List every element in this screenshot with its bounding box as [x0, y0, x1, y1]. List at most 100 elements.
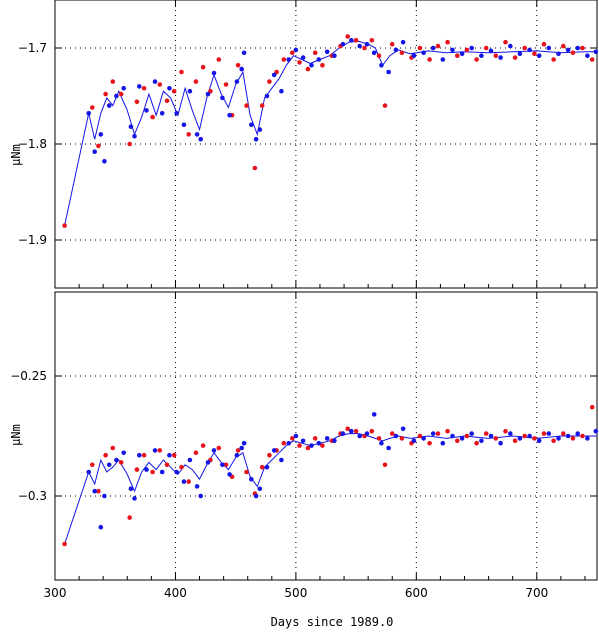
bottom-data-point [430, 431, 436, 436]
bottom-data-point [279, 457, 284, 463]
bottom-data-point [118, 460, 124, 465]
bottom-data-point [369, 428, 375, 434]
top-data-point [369, 38, 375, 43]
top-data-point [541, 41, 547, 47]
bottom-data-point [132, 496, 137, 501]
bottom-data-point [399, 436, 405, 441]
top-y-ticks: −1.9 −1.8 −1.7 [18, 41, 597, 247]
bottom-data-point [121, 450, 126, 456]
top-data-point [128, 124, 134, 129]
bottom-data-point [110, 445, 116, 451]
top-data-point [150, 114, 155, 120]
top-data-point [546, 45, 552, 51]
bottom-y-ticks: −0.3 −0.25 [10, 369, 597, 503]
top-data-point [279, 88, 284, 94]
top-smoothed-line [64, 40, 597, 226]
bottom-data-point [271, 448, 277, 453]
top-data-point [399, 50, 405, 56]
bottom-data-point [241, 440, 247, 446]
top-data-point [297, 60, 302, 65]
top-data-point [483, 45, 489, 51]
top-data-point [364, 41, 370, 47]
top-y-tick-label: −1.8 [18, 137, 47, 151]
top-data-point [187, 88, 193, 94]
bottom-data-point [259, 464, 265, 470]
top-data-point [234, 79, 240, 84]
bottom-data-point [522, 433, 527, 439]
top-data-point [227, 112, 232, 118]
top-data-point [459, 51, 465, 57]
top-data-point [171, 88, 177, 94]
bottom-data-point [546, 431, 552, 436]
top-data-point [96, 143, 101, 149]
top-data-point [241, 50, 247, 56]
top-data-point [349, 38, 354, 43]
bottom-data-point [340, 431, 346, 436]
bottom-data-point [435, 431, 441, 436]
bottom-data-point [498, 440, 503, 446]
bottom-y-tick-label: −0.3 [18, 489, 47, 503]
top-data-point [62, 223, 67, 228]
top-data-point [332, 53, 337, 58]
top-data-point [244, 103, 249, 108]
bottom-data-point [483, 431, 489, 436]
bottom-data-point [152, 448, 158, 453]
bottom-data-point [345, 426, 351, 432]
top-data-point [498, 55, 503, 60]
bottom-data-point [417, 433, 423, 439]
bottom-data-point [400, 426, 406, 432]
bottom-data-point [488, 433, 494, 439]
top-data-point [132, 134, 137, 139]
bottom-data-point [551, 438, 556, 444]
top-data-point [556, 51, 561, 57]
top-data-point [249, 122, 254, 128]
top-data-point [205, 91, 211, 97]
bottom-data-point [96, 488, 101, 494]
bottom-data-point [249, 476, 254, 482]
bottom-data-point [349, 428, 354, 434]
bottom-data-point [171, 452, 177, 458]
bottom-data-point [382, 462, 388, 468]
bottom-data-point [102, 493, 107, 499]
top-data-point [235, 63, 241, 68]
bottom-data-point [469, 431, 475, 436]
bottom-data-point [179, 464, 184, 470]
bottom-data-point [411, 438, 417, 444]
bottom-data-point [455, 438, 460, 444]
bottom-data-point [90, 462, 95, 468]
bottom-data-point [389, 431, 395, 436]
bottom-data-point [536, 438, 542, 444]
top-data-point [593, 49, 599, 55]
top-data-point [98, 132, 104, 137]
top-data-point [253, 136, 259, 142]
bottom-data-point [257, 486, 263, 492]
bottom-data-point [508, 431, 513, 436]
top-data-point [114, 93, 119, 99]
top-data-point [92, 149, 97, 154]
top-data-point [286, 57, 292, 62]
bottom-data-point [421, 436, 426, 441]
bottom-data-point [267, 452, 272, 458]
bottom-data-point [137, 452, 142, 458]
bottom-data-point [324, 436, 330, 441]
bottom-data-point [512, 438, 518, 444]
top-data-point [309, 63, 314, 68]
top-y-axis-label: μNm [9, 144, 23, 166]
bottom-data-point [309, 443, 314, 448]
top-data-point [386, 69, 391, 75]
top-data-point [340, 41, 346, 47]
bottom-data-point [134, 467, 140, 472]
top-data-point [152, 79, 158, 84]
top-data-point [324, 49, 330, 55]
bottom-data-point [541, 431, 547, 436]
bottom-data-point [393, 433, 399, 439]
bottom-data-point [479, 438, 484, 444]
top-data-point [300, 55, 306, 60]
bottom-data-point [234, 452, 240, 458]
top-data-point [435, 43, 441, 49]
top-data-point [430, 45, 436, 51]
top-data-point [421, 50, 426, 56]
top-data-point [393, 47, 399, 53]
bottom-x-tick-label: 700 [525, 586, 548, 600]
top-data-point [239, 66, 244, 72]
